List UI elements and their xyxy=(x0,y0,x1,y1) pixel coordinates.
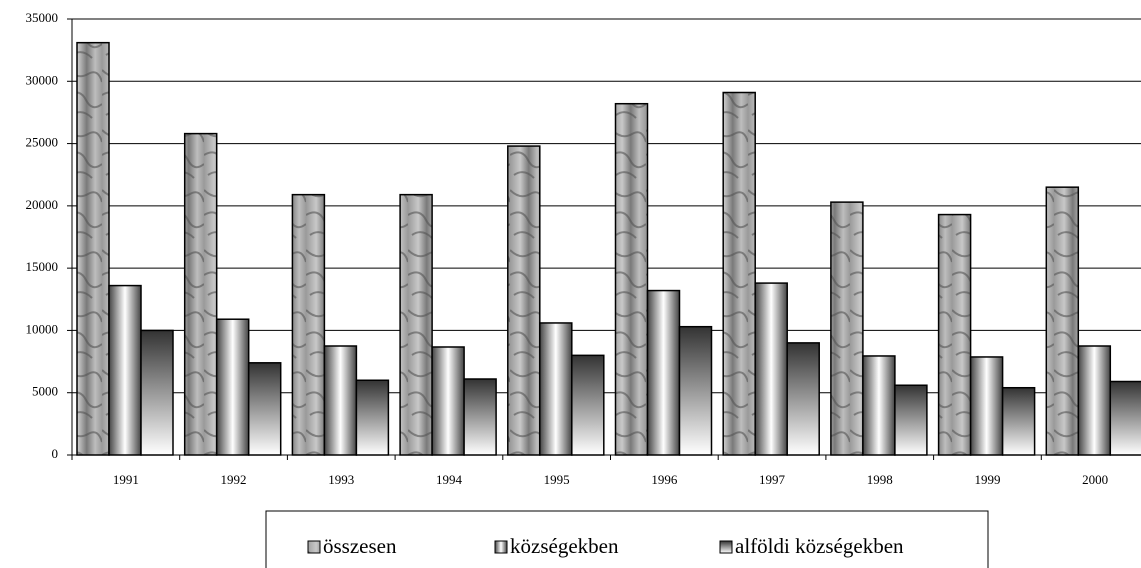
bar xyxy=(969,356,1004,456)
x-tick-label: 2000 xyxy=(1082,472,1108,487)
x-tick-label: 1998 xyxy=(867,472,893,487)
y-tick-label: 30000 xyxy=(26,72,59,87)
y-tick-label: 5000 xyxy=(32,384,58,399)
bar xyxy=(722,91,756,456)
bar xyxy=(291,193,326,456)
bar xyxy=(786,342,820,456)
x-tick-label: 1994 xyxy=(436,472,463,487)
bar xyxy=(463,378,497,456)
y-tick-label: 10000 xyxy=(26,321,59,336)
bar xyxy=(507,145,541,456)
bar xyxy=(215,318,250,456)
bar xyxy=(862,355,896,456)
bar xyxy=(108,284,142,456)
legend-box xyxy=(265,510,989,568)
bar xyxy=(894,384,928,456)
x-tick-label: 1992 xyxy=(221,472,247,487)
bar xyxy=(1077,345,1112,456)
x-tick-label: 1997 xyxy=(759,472,786,487)
bar xyxy=(830,201,864,456)
bar xyxy=(76,41,110,456)
x-tick-label: 1993 xyxy=(328,472,354,487)
x-tick-label: 1999 xyxy=(974,472,1000,487)
bar xyxy=(355,379,390,456)
x-tick-label: 1996 xyxy=(651,472,678,487)
y-tick-label: 20000 xyxy=(26,197,59,212)
y-tick-label: 25000 xyxy=(26,135,59,150)
bar xyxy=(1045,186,1080,456)
legend-label: községekben xyxy=(510,534,619,558)
y-tick-label: 15000 xyxy=(26,259,59,274)
legend-swatch xyxy=(494,540,508,554)
x-tick-label: 1995 xyxy=(544,472,570,487)
bar xyxy=(678,325,713,456)
bar xyxy=(614,102,649,456)
bar xyxy=(1001,386,1036,456)
legend-label: összesen xyxy=(323,534,397,558)
legend-swatch xyxy=(719,540,733,554)
y-tick-label: 0 xyxy=(52,446,59,461)
bar xyxy=(754,282,788,456)
legend-label: alföldi községekben xyxy=(735,534,904,558)
bar xyxy=(399,193,433,456)
bar xyxy=(323,345,358,456)
bar xyxy=(539,322,573,456)
legend-swatch xyxy=(307,540,321,554)
y-tick-label: 35000 xyxy=(26,10,59,25)
bar xyxy=(247,362,282,456)
bar xyxy=(1109,380,1141,456)
bar xyxy=(571,354,605,456)
bar xyxy=(431,346,465,456)
bar xyxy=(140,329,174,456)
bar xyxy=(646,289,681,456)
x-tick-label: 1991 xyxy=(113,472,139,487)
bar xyxy=(183,132,218,456)
bar xyxy=(937,213,972,456)
